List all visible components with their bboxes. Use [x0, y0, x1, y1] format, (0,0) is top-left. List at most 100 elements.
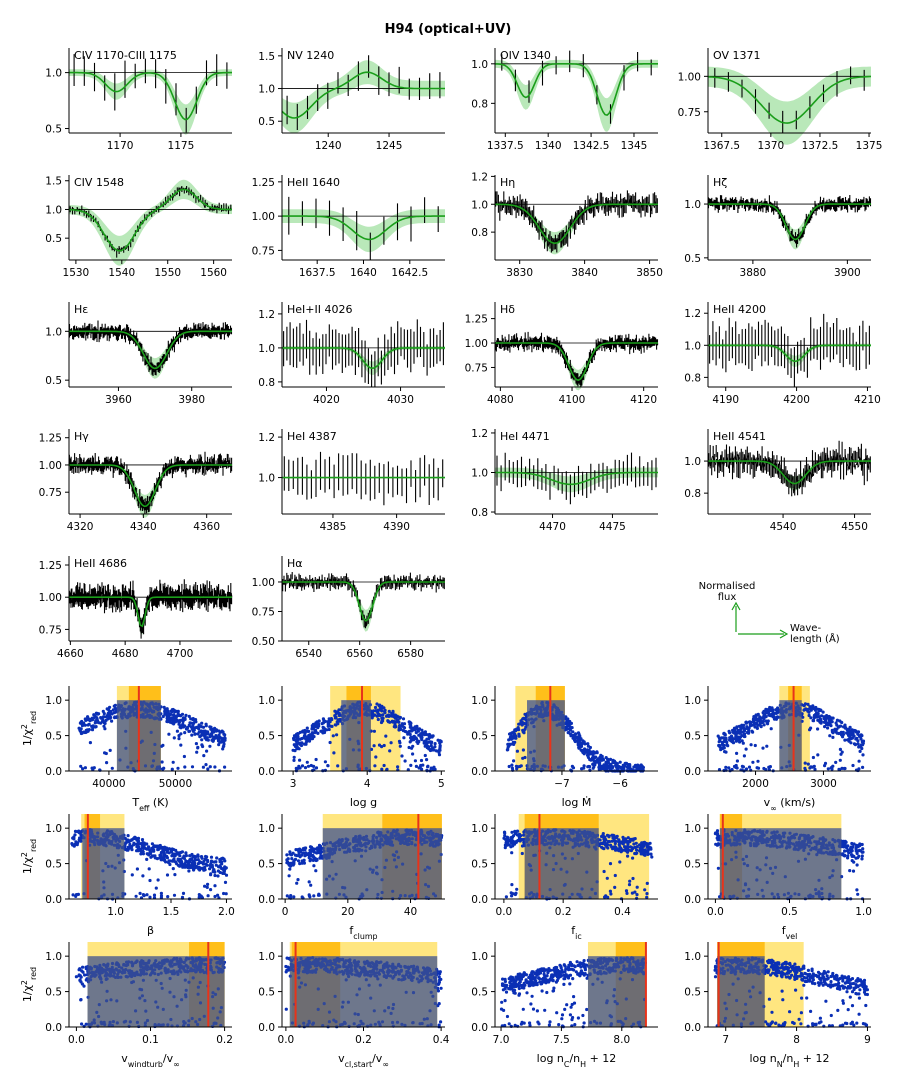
y-tick-label: 1.00	[678, 71, 701, 83]
panel-title: HeI+II 4026	[287, 303, 352, 316]
y-tick-label: 0.75	[252, 606, 275, 618]
y-tick-label: 0.5	[45, 124, 62, 136]
x-tick-label: 0.1	[142, 1034, 159, 1046]
x-tick-label: 1175	[168, 140, 195, 152]
x-tick-label: 4340	[130, 521, 157, 533]
model-points	[716, 701, 866, 773]
axis-key: Normalised flux Wave-length (Å)	[699, 581, 840, 645]
panel-title: HeI 4471	[500, 430, 550, 443]
panel-title: HeII 4541	[713, 430, 766, 443]
panel-13: HeI 4387 4385 4390 1.0 1.2	[258, 429, 445, 533]
selected-range-box	[82, 828, 125, 899]
x-tick-label: 1.0	[855, 906, 872, 918]
x-tick-label: 0	[282, 906, 289, 918]
y-tick-label: 1.0	[258, 343, 275, 355]
panel-17: Hα 6540 6560 6580 0.50 0.75 1.00	[252, 556, 446, 660]
key-y-label: Normalised flux	[699, 581, 756, 603]
panel-9: HeI+II 4026 4020 4030 0.8 1.0 1.2	[258, 302, 445, 406]
uncertainty-band	[708, 343, 871, 367]
panel-title: CIV 1170-CIII 1175	[74, 49, 177, 62]
x-tick-label: 1637.5	[299, 267, 336, 279]
x-tick-label: 3000	[810, 778, 837, 790]
y-tick-label: 0.75	[252, 245, 275, 257]
x-tick-label: 3850	[636, 267, 663, 279]
model-line	[708, 460, 871, 485]
x-tick-label: 3840	[571, 267, 598, 279]
y-tick-label: 0.5	[258, 731, 275, 743]
x-tick-label: 1550	[154, 267, 181, 279]
y-tick-label: 0.0	[684, 1022, 701, 1034]
y-tick-label: 1.0	[258, 823, 275, 835]
panel-1: NV 1240 1240 1245 0.5 1.0 1.5	[258, 48, 445, 152]
y-tick-label: 1.25	[39, 560, 62, 572]
y-tick-label: 1.0	[471, 951, 488, 963]
x-tick-label: 3900	[834, 267, 861, 279]
y-tick-label: 0.0	[258, 894, 275, 906]
selected-range-box	[587, 956, 646, 1027]
y-tick-label: 0.0	[45, 1022, 62, 1034]
y-tick-label: 0.5	[684, 859, 701, 871]
x-tick-label: 1540	[108, 267, 135, 279]
y-tick-label: 0.0	[258, 766, 275, 778]
y-tick-label: 1.0	[684, 340, 701, 352]
uncertainty-band	[69, 463, 232, 518]
key-y-arrowhead	[731, 601, 741, 611]
y-tick-label: 0.5	[45, 233, 62, 245]
x-axis-label: Teff (K)	[131, 796, 168, 813]
x-tick-label: 3	[290, 778, 297, 790]
y-tick-label: 1.0	[684, 823, 701, 835]
selected-range-box	[719, 828, 842, 899]
model-line	[69, 596, 232, 628]
y-tick-label: 0.0	[471, 1022, 488, 1034]
uncertainty-band	[708, 459, 871, 491]
y-tick-label: 0.0	[684, 894, 701, 906]
y-tick-label: 1.00	[39, 460, 62, 472]
y-tick-label: 1.0	[45, 204, 62, 216]
x-tick-label: 4210	[854, 394, 881, 406]
y-tick-label: 0.5	[684, 253, 701, 265]
x-tick-label: 4540	[770, 521, 797, 533]
y-tick-label: 0.75	[39, 487, 62, 499]
key-x-label: Wave-length (Å)	[790, 623, 840, 645]
x-tick-label: 40000	[92, 778, 125, 790]
y-tick-label: 1.2	[471, 171, 488, 183]
panel-title: OV 1371	[713, 49, 760, 62]
model-line	[495, 471, 658, 486]
x-tick-label: 4020	[313, 394, 340, 406]
observed-errorbars	[709, 313, 870, 387]
x-tick-label: 50000	[159, 778, 192, 790]
y-tick-label: 0.0	[45, 894, 62, 906]
x-axis-label: fvel	[782, 924, 798, 941]
selected-range-box	[717, 956, 765, 1027]
x-tick-label: 3880	[740, 267, 767, 279]
panel-16: HeII 4686 4660 4680 4700 0.75 1.00 1.25	[39, 556, 233, 660]
panel-0: CIV 1170-CIII 1175 1170 1175 0.5 1.0	[45, 48, 232, 152]
y-tick-label: 0.5	[45, 859, 62, 871]
panel-title: Hδ	[500, 303, 515, 316]
x-tick-label: 0.5	[781, 906, 798, 918]
panel-25: fvel 0.0 0.5 1.0 0.0 0.5 1.0	[684, 814, 872, 941]
panel-28: log nC/nH + 12 7.0 7.5 8.0 0.0 0.5 1.0	[471, 942, 658, 1069]
y-tick-label: 1.0	[684, 199, 701, 211]
x-tick-label: 1337.5	[487, 140, 524, 152]
x-tick-label: 1560	[200, 267, 227, 279]
y-tick-label: 1.5	[45, 176, 62, 188]
panel-10: Hδ 4080 4100 4120 0.75 1.00 1.25	[465, 302, 659, 406]
panel-18: Teff (K) 1/χ2red 40000 50000 0.0 0.5 1.0	[20, 686, 232, 813]
x-tick-label: 8	[793, 1034, 800, 1046]
x-tick-label: 2000	[742, 778, 769, 790]
x-tick-label: 4190	[712, 394, 739, 406]
x-tick-label: 4360	[193, 521, 220, 533]
y-tick-label: 0.5	[684, 731, 701, 743]
panel-title: OIV 1340	[500, 49, 551, 62]
y-tick-label: 0.8	[471, 227, 488, 239]
observed-errorbars	[283, 451, 444, 506]
x-tick-label: 2.0	[218, 906, 235, 918]
x-tick-label: 0.2	[216, 1034, 233, 1046]
y-tick-label: 1.00	[39, 592, 62, 604]
model-points	[713, 956, 869, 1028]
panel-11: HeII 4200 4190 4200 4210 0.8 1.0 1.2	[684, 302, 881, 406]
uncertainty-band	[282, 60, 445, 134]
y-tick-label: 0.75	[465, 362, 488, 374]
